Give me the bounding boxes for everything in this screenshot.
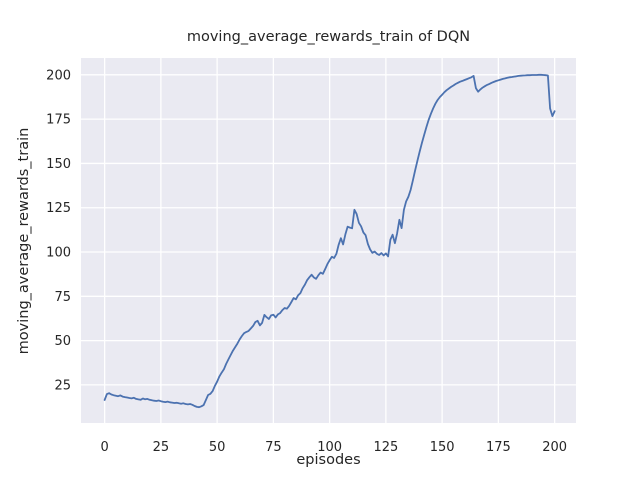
x-tick-label-125: 125 xyxy=(373,440,398,455)
x-tick-label-200: 200 xyxy=(542,440,567,455)
x-tick-label-150: 150 xyxy=(430,440,455,455)
x-axis-label: episodes xyxy=(296,452,361,468)
gridlines xyxy=(81,58,576,423)
chart-title: moving_average_rewards_train of DQN xyxy=(186,29,471,45)
x-tick-label-175: 175 xyxy=(486,440,511,455)
y-tick-label-25: 25 xyxy=(54,378,71,393)
y-tick-labels: 25 50 75 100 125 150 175 200 xyxy=(46,68,71,393)
y-tick-label-150: 150 xyxy=(46,157,71,172)
y-tick-label-50: 50 xyxy=(54,334,71,349)
y-axis-label: moving_average_rewards_train xyxy=(16,127,32,355)
x-tick-label-0: 0 xyxy=(100,440,108,455)
x-tick-label-25: 25 xyxy=(153,440,170,455)
x-tick-labels: 0 25 50 75 100 125 150 175 200 xyxy=(100,440,567,455)
y-tick-label-125: 125 xyxy=(46,201,71,216)
x-tick-label-75: 75 xyxy=(265,440,282,455)
y-tick-label-175: 175 xyxy=(46,113,71,128)
y-tick-label-200: 200 xyxy=(46,68,71,83)
y-tick-label-100: 100 xyxy=(46,246,71,261)
x-tick-label-100: 100 xyxy=(317,440,342,455)
x-tick-label-50: 50 xyxy=(209,440,226,455)
reward-line-series xyxy=(103,73,556,409)
axes-background xyxy=(81,58,576,423)
y-tick-label-75: 75 xyxy=(54,290,71,305)
